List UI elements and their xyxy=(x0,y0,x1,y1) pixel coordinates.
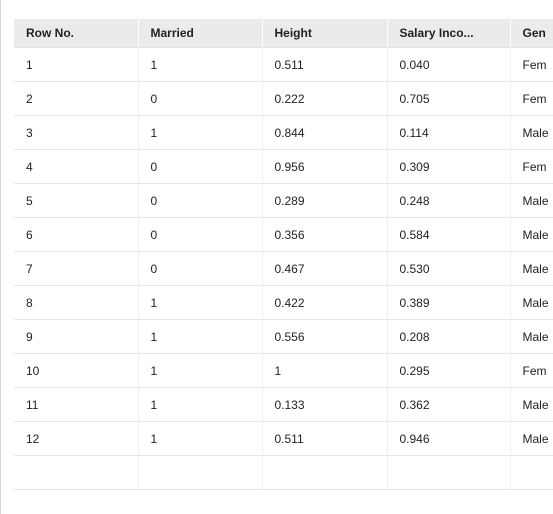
table-row[interactable]: 6 0 0.356 0.584 Male xyxy=(14,217,553,252)
cell-married: 1 xyxy=(138,285,263,320)
cell-height: 0.956 xyxy=(262,149,388,184)
cell-row-no: 1 xyxy=(14,47,139,82)
cell-row-no: 12 xyxy=(14,421,139,456)
cell-salary-income: 0.584 xyxy=(387,217,511,252)
cell-married: 0 xyxy=(138,183,263,218)
cell-row-no: 5 xyxy=(14,183,139,218)
cell-gender: Male xyxy=(510,319,553,354)
cell-gender: Fem xyxy=(510,81,553,116)
cell-married: 0 xyxy=(138,251,263,286)
table-row[interactable]: 2 0 0.222 0.705 Fem xyxy=(14,81,553,116)
column-header-gender[interactable]: Gen xyxy=(510,19,553,48)
table-row[interactable]: 1 1 0.511 0.040 Fem xyxy=(14,47,553,82)
data-table: Row No. Married Height Salary Inco... Ge… xyxy=(14,19,553,490)
cell-married: 0 xyxy=(138,149,263,184)
cell-row-no: 10 xyxy=(14,353,139,388)
cell-row-no: 11 xyxy=(14,387,139,422)
cell-height: 0.356 xyxy=(262,217,388,252)
cell-gender: Male xyxy=(510,387,553,422)
cell-height: 0.467 xyxy=(262,251,388,286)
table-row[interactable]: 5 0 0.289 0.248 Male xyxy=(14,183,553,218)
cell-row-no: 4 xyxy=(14,149,139,184)
table-row[interactable]: 7 0 0.467 0.530 Male xyxy=(14,251,553,286)
cell-gender: Fem xyxy=(510,149,553,184)
cell-row-no xyxy=(14,455,139,490)
cell-salary-income: 0.946 xyxy=(387,421,511,456)
cell-married: 0 xyxy=(138,81,263,116)
table-row[interactable]: 4 0 0.956 0.309 Fem xyxy=(14,149,553,184)
cell-height: 0.222 xyxy=(262,81,388,116)
cell-married: 0 xyxy=(138,217,263,252)
cell-height: 0.844 xyxy=(262,115,388,150)
cell-salary-income: 0.362 xyxy=(387,387,511,422)
panel-border xyxy=(0,0,1,514)
cell-height: 0.511 xyxy=(262,421,388,456)
column-header-height[interactable]: Height xyxy=(262,19,388,48)
cell-height: 1 xyxy=(262,353,388,388)
table-row[interactable]: 9 1 0.556 0.208 Male xyxy=(14,319,553,354)
column-header-married[interactable]: Married xyxy=(138,19,263,48)
table-row[interactable]: 10 1 1 0.295 Fem xyxy=(14,353,553,388)
cell-salary-income: 0.248 xyxy=(387,183,511,218)
cell-gender: Male xyxy=(510,183,553,218)
cell-row-no: 9 xyxy=(14,319,139,354)
cell-row-no: 2 xyxy=(14,81,139,116)
cell-gender: Male xyxy=(510,115,553,150)
cell-salary-income: 0.309 xyxy=(387,149,511,184)
cell-height: 0.133 xyxy=(262,387,388,422)
cell-gender: Male xyxy=(510,251,553,286)
table-row[interactable]: 8 1 0.422 0.389 Male xyxy=(14,285,553,320)
cell-married xyxy=(138,455,263,490)
table-row[interactable]: 12 1 0.511 0.946 Male xyxy=(14,421,553,456)
cell-row-no: 8 xyxy=(14,285,139,320)
table-header-row: Row No. Married Height Salary Inco... Ge… xyxy=(14,19,553,48)
cell-gender: Male xyxy=(510,217,553,252)
cell-salary-income: 0.208 xyxy=(387,319,511,354)
cell-salary-income: 0.530 xyxy=(387,251,511,286)
table-row[interactable] xyxy=(14,455,553,490)
table-row[interactable]: 3 1 0.844 0.114 Male xyxy=(14,115,553,150)
cell-gender: Male xyxy=(510,285,553,320)
cell-married: 1 xyxy=(138,47,263,82)
cell-salary-income: 0.389 xyxy=(387,285,511,320)
cell-married: 1 xyxy=(138,353,263,388)
cell-gender: Male xyxy=(510,421,553,456)
cell-height: 0.289 xyxy=(262,183,388,218)
cell-married: 1 xyxy=(138,387,263,422)
cell-row-no: 3 xyxy=(14,115,139,150)
cell-salary-income: 0.114 xyxy=(387,115,511,150)
cell-gender: Fem xyxy=(510,353,553,388)
cell-salary-income xyxy=(387,455,511,490)
table-row[interactable]: 11 1 0.133 0.362 Male xyxy=(14,387,553,422)
cell-height: 0.422 xyxy=(262,285,388,320)
column-header-salary-income[interactable]: Salary Inco... xyxy=(387,19,511,48)
cell-married: 1 xyxy=(138,319,263,354)
cell-married: 1 xyxy=(138,115,263,150)
cell-salary-income: 0.295 xyxy=(387,353,511,388)
cell-married: 1 xyxy=(138,421,263,456)
cell-height xyxy=(262,455,388,490)
column-header-row-no[interactable]: Row No. xyxy=(14,19,139,48)
cell-height: 0.556 xyxy=(262,319,388,354)
cell-salary-income: 0.705 xyxy=(387,81,511,116)
cell-gender xyxy=(510,455,553,490)
cell-gender: Fem xyxy=(510,47,553,82)
cell-row-no: 6 xyxy=(14,217,139,252)
cell-salary-income: 0.040 xyxy=(387,47,511,82)
cell-row-no: 7 xyxy=(14,251,139,286)
cell-height: 0.511 xyxy=(262,47,388,82)
